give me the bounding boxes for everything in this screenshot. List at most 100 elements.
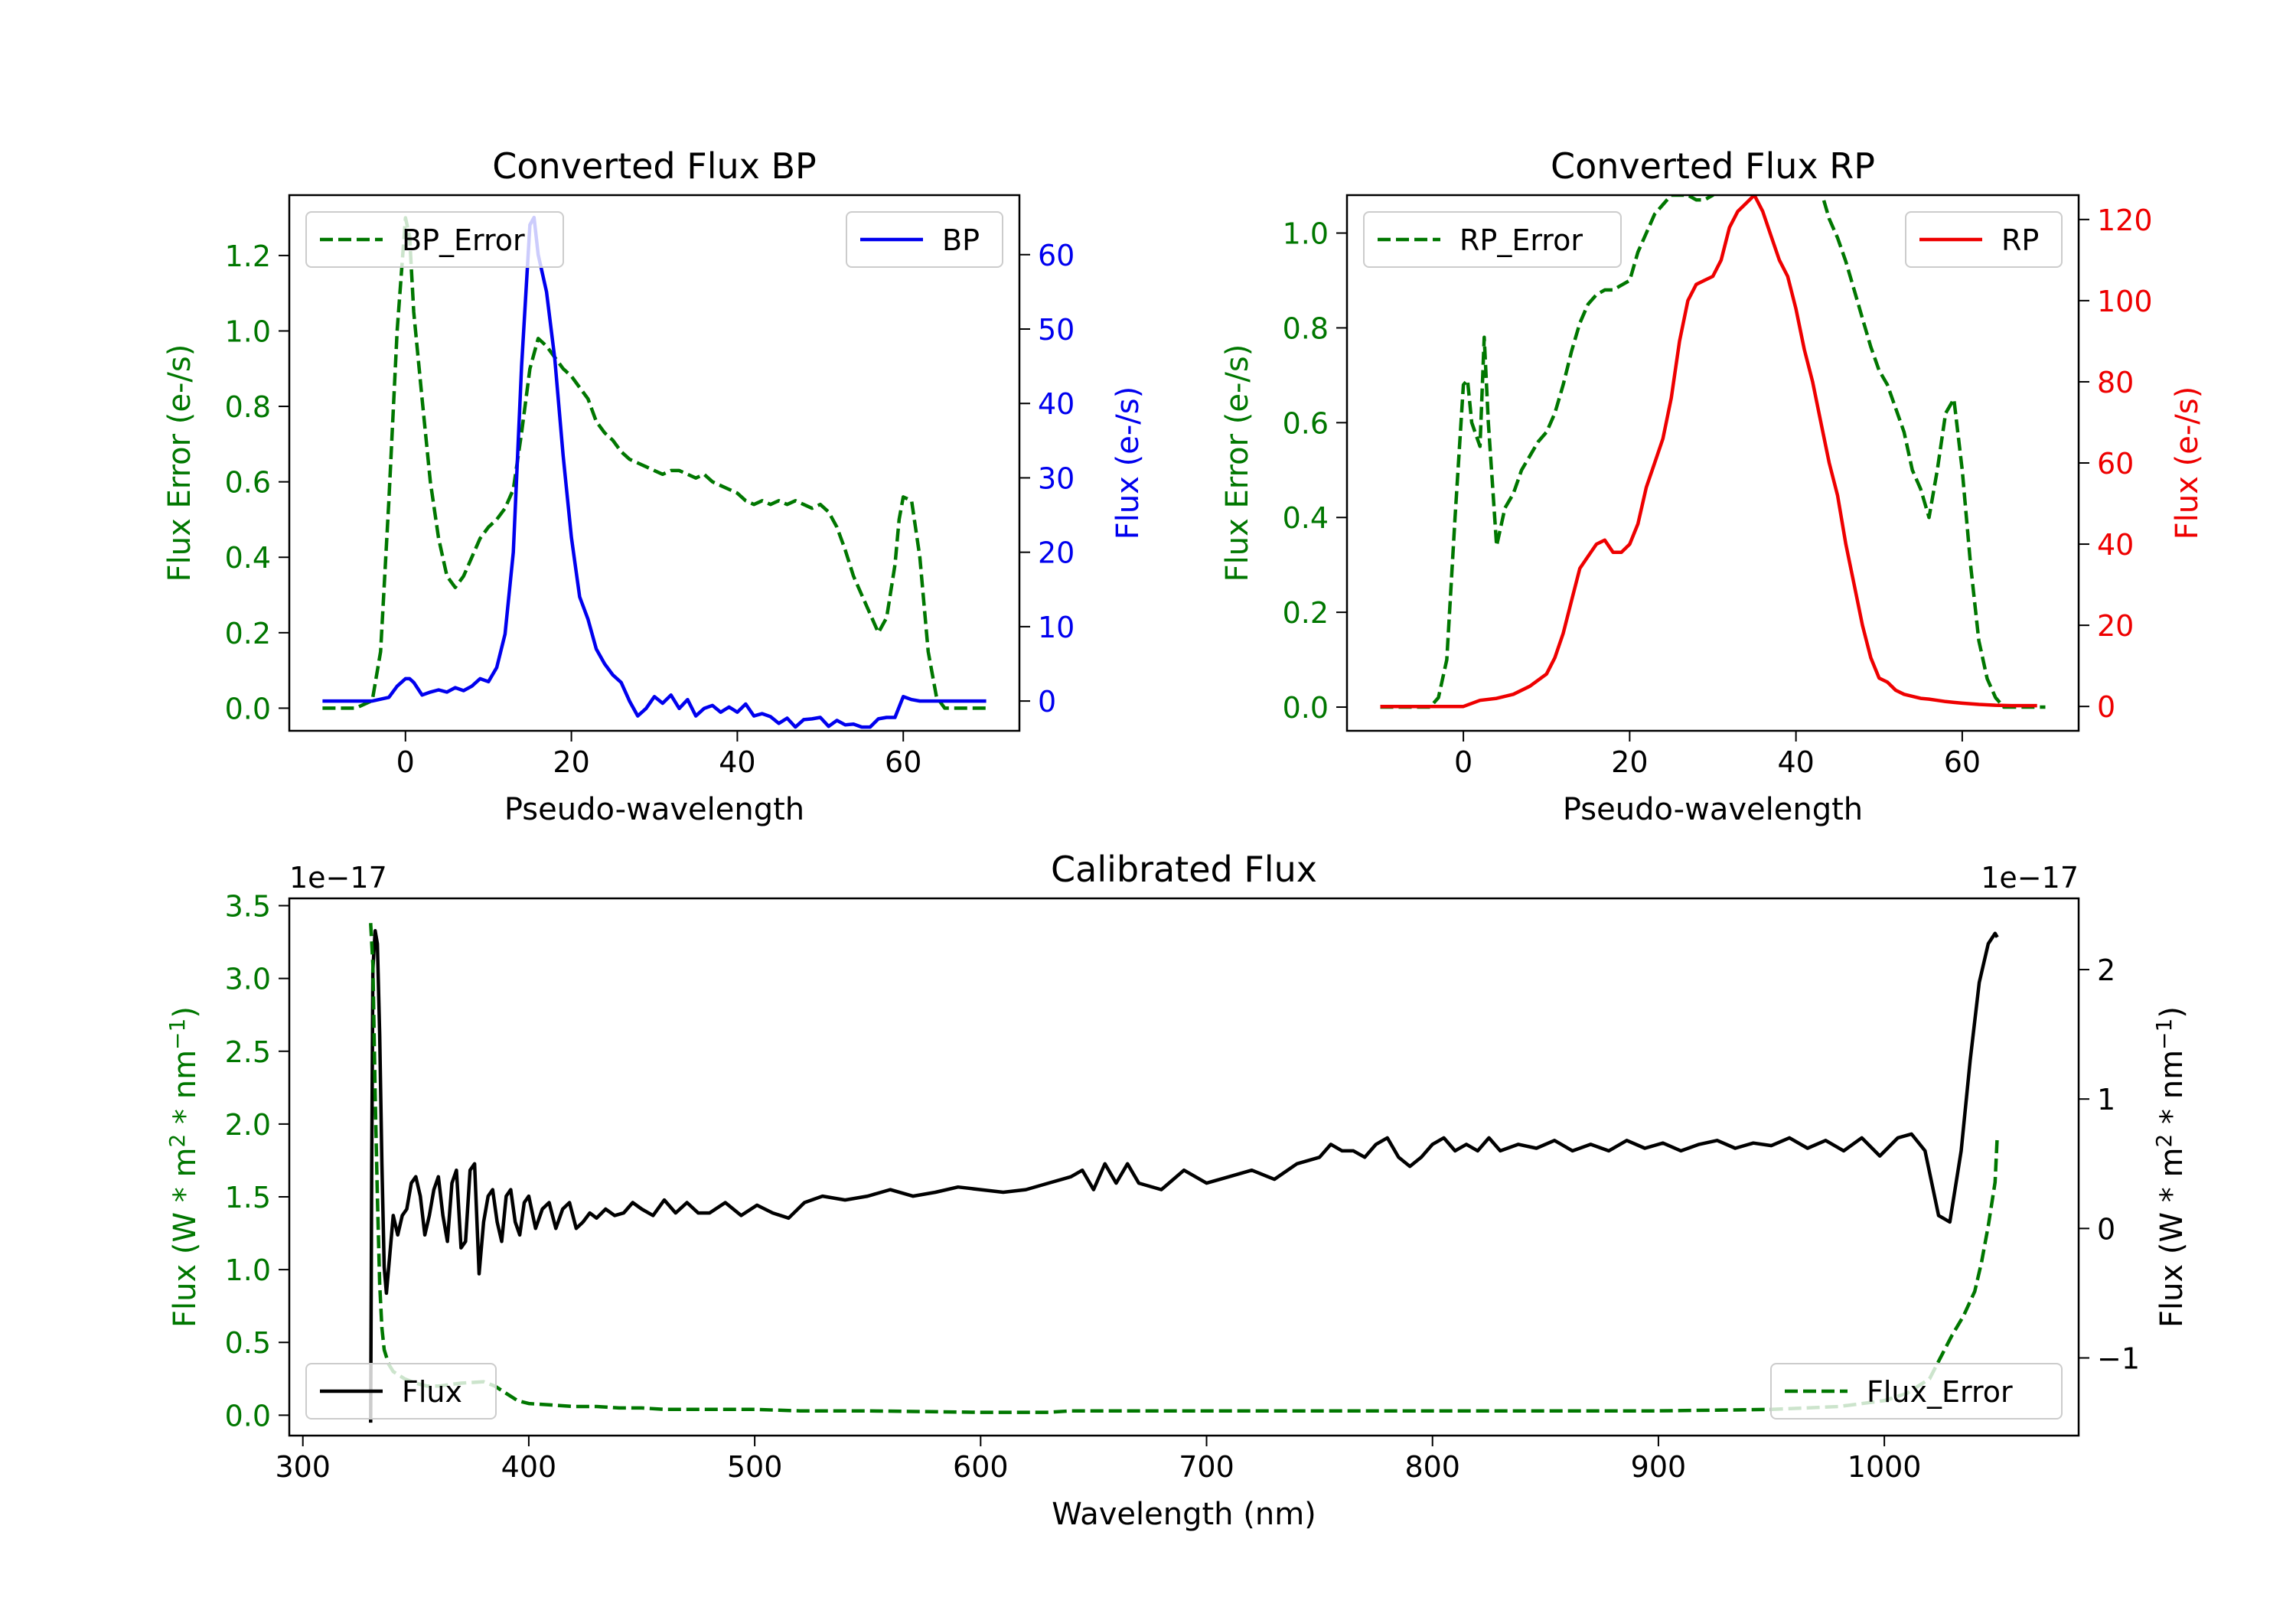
series-group — [1380, 195, 2046, 709]
chart-bp: Converted Flux BP 0 20 40 60 Pseudo-wavelengt… — [162, 145, 1146, 827]
x-tick-label: 600 — [953, 1450, 1009, 1484]
legend-label: Flux_Error — [1867, 1375, 2013, 1409]
axes-frame — [288, 194, 1021, 732]
plot-layer: Converted Flux BP0 20 40 60Pseudo-wavelengt… — [162, 145, 2205, 1532]
y-right-tick-label: −1 — [2097, 1342, 2140, 1376]
axes-frame — [288, 897, 2080, 1437]
y-left-tick-label: 2.5 — [225, 1035, 271, 1069]
y-right-offset-text: 1e−17 — [1981, 861, 2079, 895]
legend-label: BP — [942, 223, 980, 257]
y-right-tick-label: 120 — [2097, 204, 2153, 237]
y-left-tick-label: 0.2 — [1283, 596, 1329, 630]
x-tick-label: 300 — [275, 1450, 331, 1484]
legend-box — [1363, 211, 1622, 268]
legend-label: RP — [2001, 223, 2039, 257]
legend-flux-error: Flux_Error — [1770, 1363, 2063, 1420]
x-axis-label: Pseudo-wavelength — [504, 792, 804, 827]
y-left-tick-label: 0.6 — [225, 466, 271, 500]
x-tick-label: 40 — [1777, 745, 1814, 779]
legend-label: Flux — [402, 1375, 462, 1409]
x-tick-label: 400 — [501, 1450, 557, 1484]
y-left-tick-label: 2.0 — [225, 1108, 271, 1142]
y-left-tick-label: 0.4 — [1283, 501, 1329, 535]
legend-bp: BP — [846, 211, 1003, 268]
y-right-tick-label: 60 — [2097, 447, 2134, 481]
series-group — [322, 215, 987, 729]
chart-title: Converted Flux BP — [492, 145, 817, 187]
y-left-offset-text: 1e−17 — [289, 861, 387, 895]
x-axis-label: Pseudo-wavelength — [1563, 792, 1863, 827]
series-line-rp-error — [1380, 195, 2046, 709]
y-left-tick-label: 0.6 — [1283, 406, 1329, 440]
x-tick-label: 1000 — [1848, 1450, 1922, 1484]
y-right-tick-label: 0 — [1038, 685, 1056, 719]
series-line-bp-error — [322, 216, 987, 710]
y-left-tick-label: 1.5 — [225, 1181, 271, 1214]
x-tick-label: 60 — [1944, 745, 1981, 779]
chart-rp: Converted Flux RP 0 20 40 60 Pseudo-wavelengt… — [1220, 145, 2205, 827]
y-left-tick-label: 0.8 — [1283, 311, 1329, 345]
y-right-tick-label: 50 — [1038, 313, 1075, 347]
y-right-tick-label: 0 — [2097, 1212, 2115, 1246]
y-right-axis-label: Flux (W * m2 * nm−1) — [2151, 1006, 2190, 1328]
y-left-axis-label: Flux Error (e-/s) — [1220, 344, 1255, 582]
y-left-tick-label: 0.2 — [225, 617, 271, 650]
y-left-tick-label: 0.0 — [225, 1399, 271, 1433]
y-right-tick-label: 10 — [1038, 611, 1075, 644]
legend-box — [1770, 1363, 2063, 1420]
y-right-tick-label: 20 — [1038, 536, 1075, 570]
legend-box — [846, 211, 1003, 268]
x-tick-label: 20 — [1611, 745, 1648, 779]
chart-title: Calibrated Flux — [1051, 849, 1317, 890]
series-line-rp — [1380, 195, 2037, 709]
y-left-tick-label: 3.5 — [225, 890, 271, 924]
legend-bp-error: BP_Error — [305, 211, 564, 268]
x-tick-label: 0 — [1454, 745, 1473, 779]
y-left-tick-label: 0.4 — [225, 541, 271, 575]
y-right-tick-label: 100 — [2097, 285, 2153, 318]
y-left-tick-label: 1.0 — [1283, 217, 1329, 251]
legend-rp: RP — [1905, 211, 2063, 268]
y-left-tick-label: 0.0 — [1283, 691, 1329, 725]
legend-flux: Flux — [305, 1363, 497, 1420]
x-tick-label: 500 — [727, 1450, 783, 1484]
y-right-tick-label: 60 — [1038, 239, 1075, 272]
y-right-tick-label: 40 — [1038, 387, 1075, 421]
y-left-axis-label: Flux Error (e-/s) — [162, 344, 197, 582]
y-left-tick-label: 3.0 — [225, 963, 271, 996]
y-left-tick-label: 1.0 — [225, 1253, 271, 1287]
y-left-tick-label: 0.8 — [225, 390, 271, 424]
y-right-tick-label: 80 — [2097, 366, 2134, 399]
legend-box — [305, 211, 564, 268]
chart-calibrated: Calibrated Flux 300 400 500 600 700 800 900 1000… — [165, 849, 2190, 1532]
y-left-tick-label: 1.0 — [225, 315, 271, 348]
legend-label: RP_Error — [1459, 223, 1583, 257]
y-right-tick-label: 1 — [2097, 1083, 2115, 1116]
x-tick-label: 700 — [1179, 1450, 1234, 1484]
legend-box — [1905, 211, 2063, 268]
x-tick-label: 20 — [553, 745, 589, 779]
series-line-flux — [369, 929, 1999, 1423]
x-tick-label: 40 — [719, 745, 755, 779]
y-right-tick-label: 40 — [2097, 528, 2134, 562]
series-line-bp — [322, 215, 987, 729]
legend-box — [305, 1363, 497, 1420]
y-right-axis-label: Flux (e-/s) — [1110, 386, 1146, 539]
y-right-tick-label: 2 — [2097, 953, 2115, 987]
legend-rp-error: RP_Error — [1363, 211, 1622, 268]
legend-label: BP_Error — [402, 223, 525, 257]
x-axis-label: Wavelength (nm) — [1052, 1497, 1316, 1532]
x-tick-label: 60 — [885, 745, 921, 779]
y-right-tick-label: 20 — [2097, 609, 2134, 643]
chart-title: Converted Flux RP — [1551, 145, 1875, 187]
y-left-tick-label: 0.0 — [225, 692, 271, 725]
x-tick-label: 800 — [1404, 1450, 1460, 1484]
x-tick-label: 0 — [396, 745, 415, 779]
y-left-tick-label: 1.2 — [225, 240, 271, 273]
y-right-tick-label: 30 — [1038, 461, 1075, 495]
y-left-tick-label: 0.5 — [225, 1326, 271, 1360]
y-left-axis-label: Flux (W * m2 * nm−1) — [165, 1006, 203, 1328]
y-right-tick-label: 0 — [2097, 690, 2115, 724]
x-tick-label: 900 — [1631, 1450, 1687, 1484]
